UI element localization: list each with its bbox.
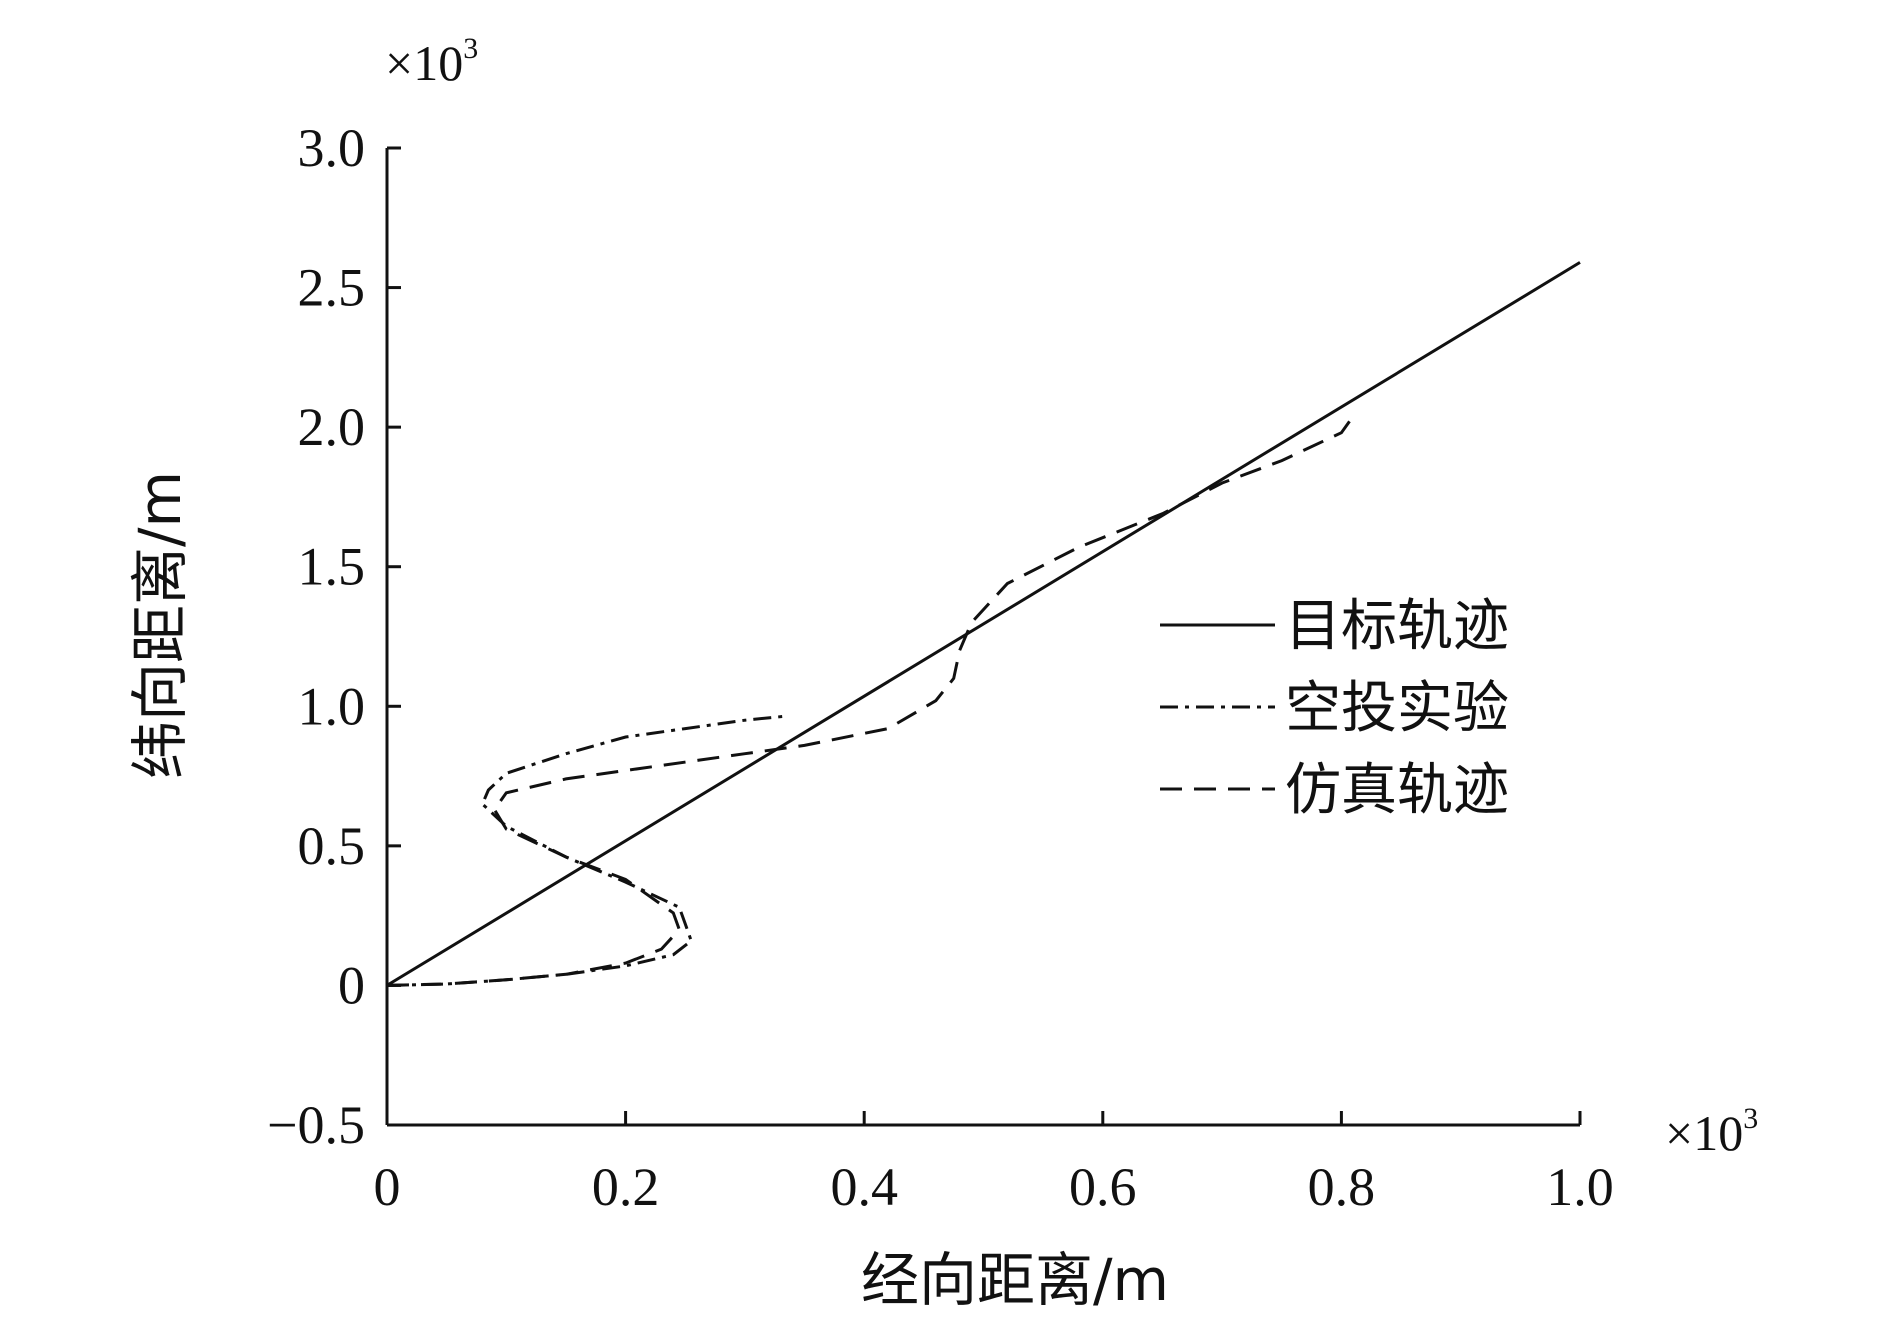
y-tick-label: 3.0	[298, 118, 366, 178]
series-line-3	[386, 415, 1355, 987]
series-line-2	[386, 714, 787, 987]
y-tick-label: 1.0	[298, 676, 366, 736]
y-tick-label: 1.5	[298, 537, 366, 597]
x-tick-label: 0	[374, 1157, 401, 1217]
y-tick-label: −0.5	[267, 1095, 365, 1155]
legend-label-1: 目标轨迹	[1285, 594, 1509, 659]
series-group	[386, 261, 1581, 987]
legend-label-3: 仿真轨迹	[1285, 758, 1509, 823]
y-tick-label: 2.5	[298, 258, 366, 318]
x-tick-label: 0.6	[1069, 1157, 1137, 1217]
x-multiplier-label: ×103	[1665, 1102, 1758, 1161]
x-tick-label: 0.8	[1308, 1157, 1376, 1217]
x-axis-title: 经向距离/m	[861, 1246, 1169, 1314]
y-axis-title: 纬向距离/m	[126, 471, 194, 779]
x-tick-label: 1.0	[1546, 1157, 1614, 1217]
axes	[385, 148, 1580, 1127]
x-tick-label: 0.2	[592, 1157, 660, 1217]
x-tick-label: 0.4	[830, 1157, 898, 1217]
y-multiplier-label: ×103	[385, 32, 478, 91]
y-tick-label: 0.5	[298, 816, 366, 876]
ticks: 0 0.2 0.4 0.6 0.8 1.0−0.500.51.01.52.02.53.0	[267, 118, 1614, 1217]
y-tick-label: 2.0	[298, 397, 366, 457]
legend-label-2: 空投实验	[1285, 676, 1509, 741]
y-tick-label: 0	[338, 955, 365, 1015]
